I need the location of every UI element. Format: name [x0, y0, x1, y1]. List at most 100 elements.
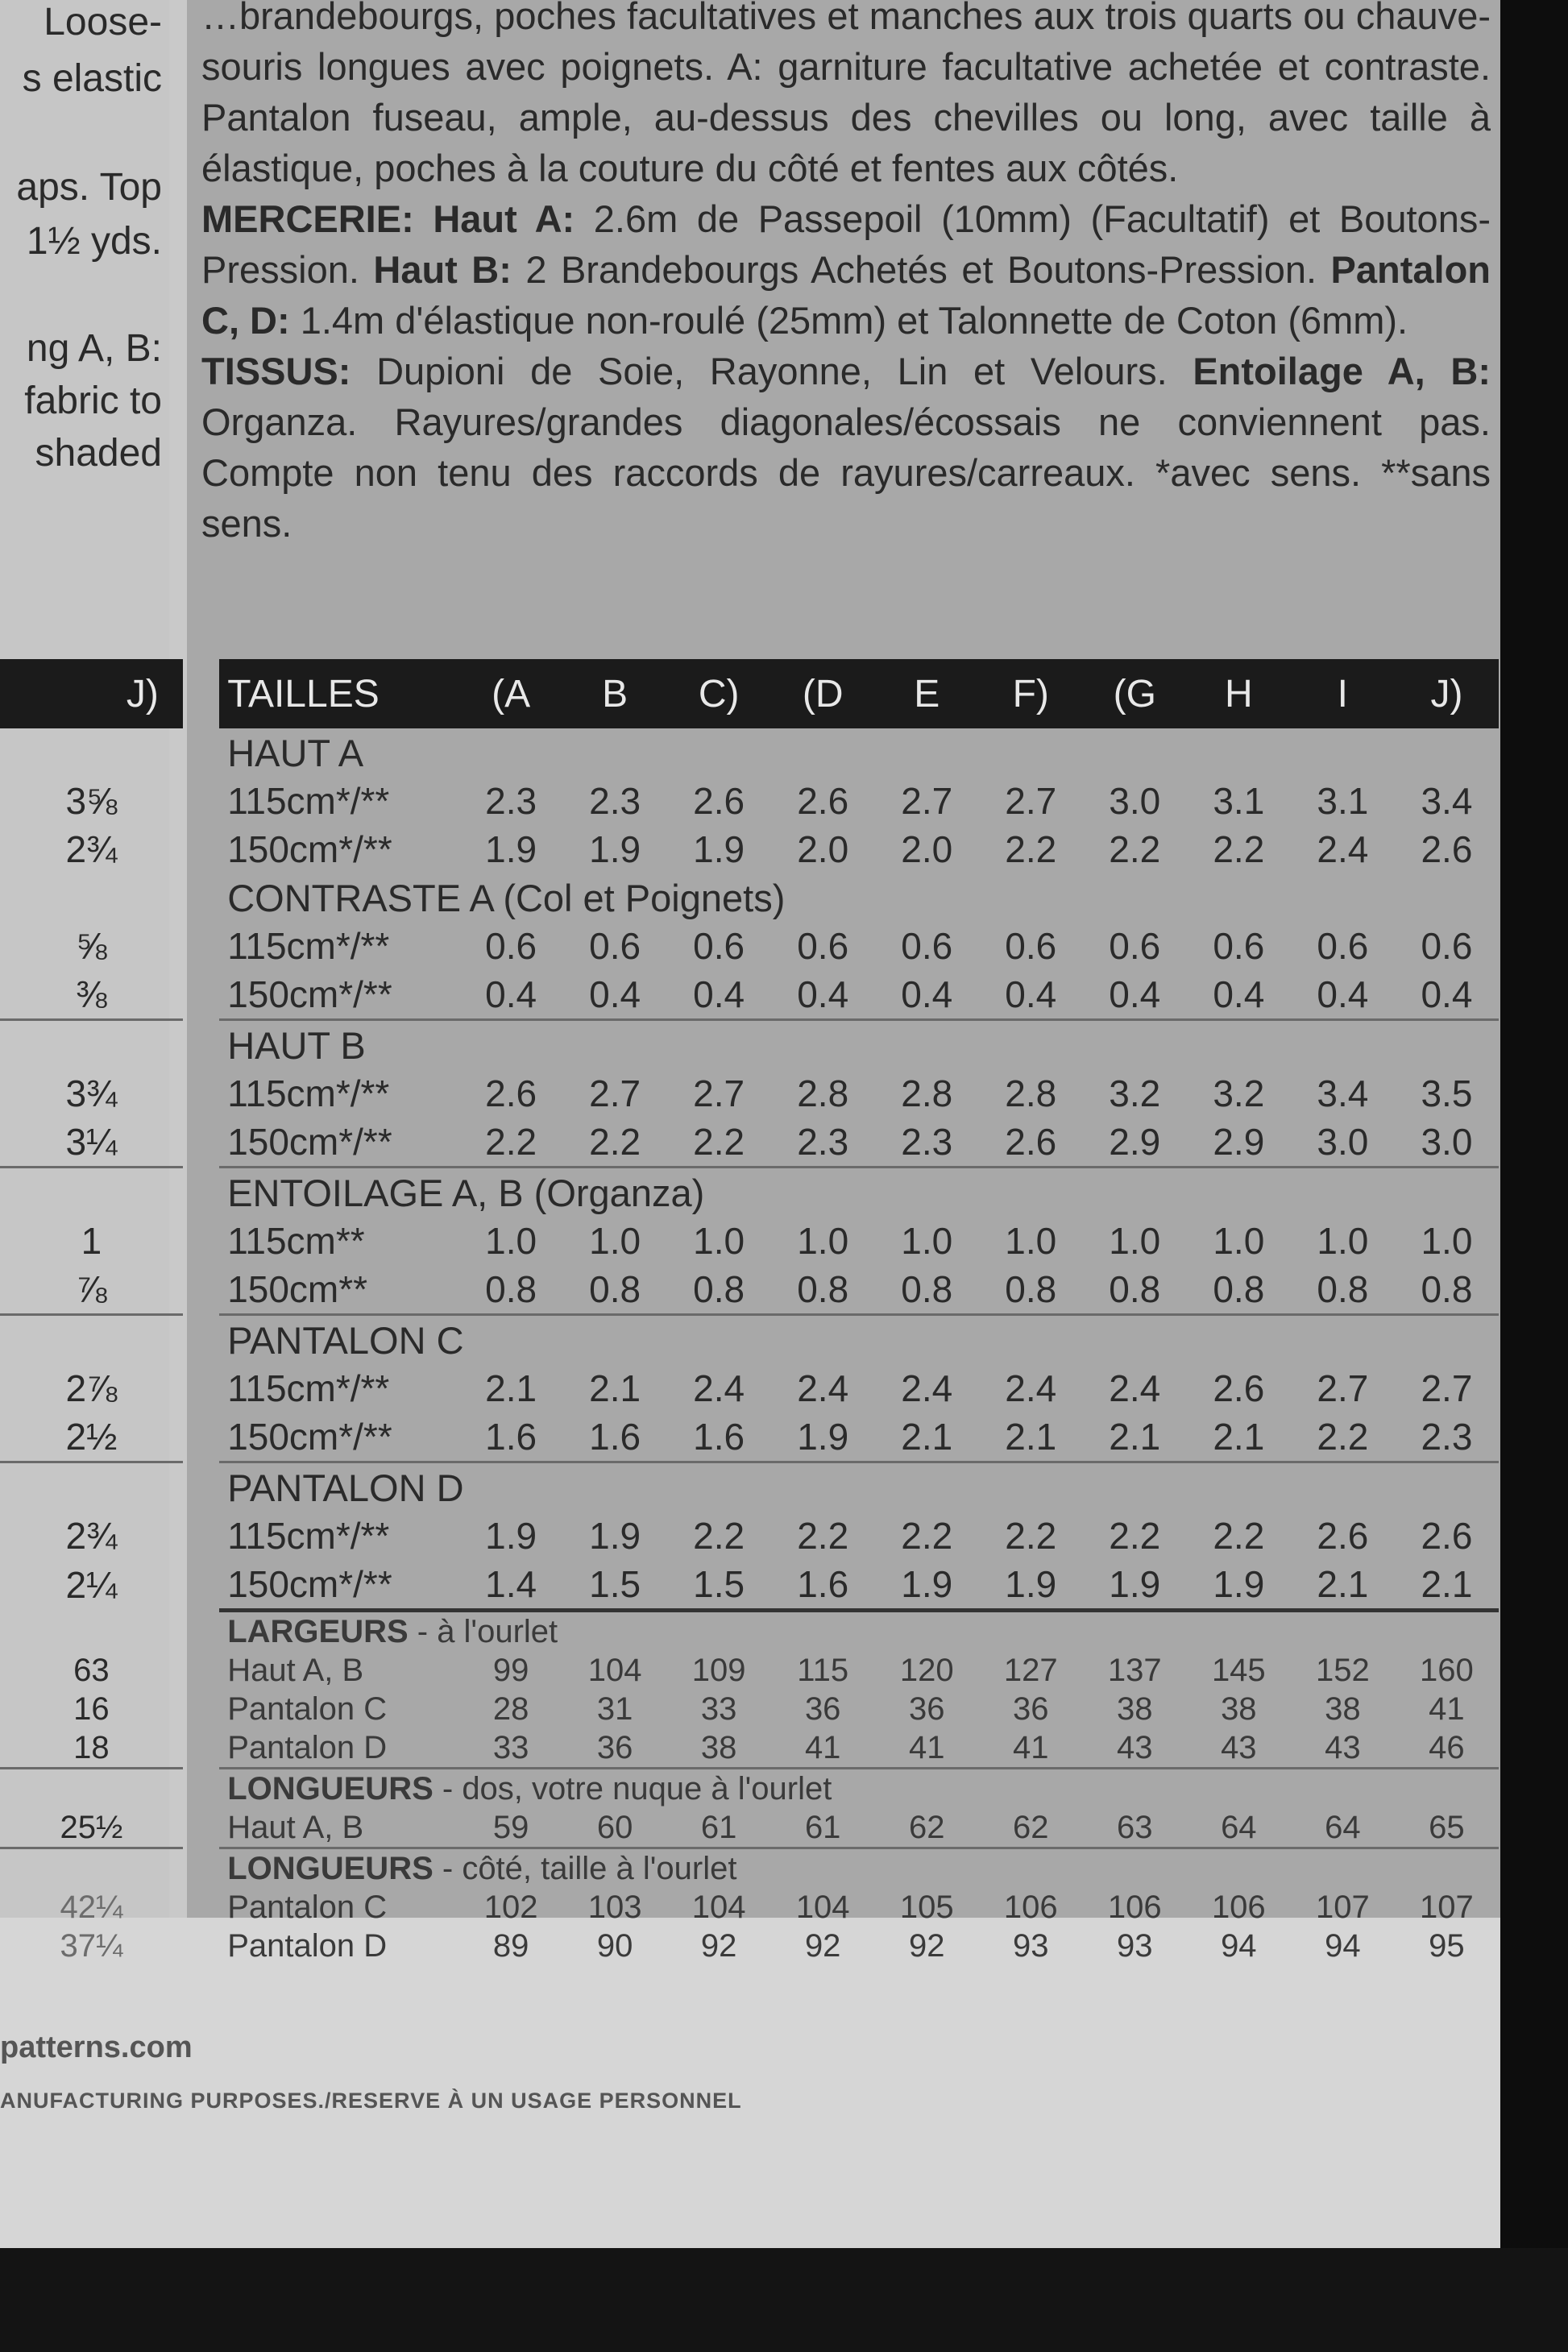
yardage-value: 62 [978, 1808, 1083, 1849]
table-row: 3⅝ 115cm*/** 2.3 2.3 2.6 2.6 2.7 2.7 3.0 3.1 3.1 3.… [0, 777, 1499, 825]
yardage-value: 0.4 [770, 970, 875, 1021]
table-row: 37¼ Pantalon D 89 90 92 92 92 93 93 94 94 95 [0, 1927, 1499, 1965]
header-sizes-label: TAILLES [219, 659, 459, 728]
bold-label: Entoilage A, B: [1193, 350, 1491, 392]
yardage-value: 106 [1107, 1889, 1162, 1925]
margin-line: Loose- [44, 1, 162, 44]
description-paragraph: MERCERIE: Haut A: 2.6m de Passepoil (10m… [201, 193, 1491, 346]
section-header-row: ENTOILAGE A, B (Organza) [0, 1168, 1499, 1217]
yardage-value: 64 [1290, 1808, 1395, 1849]
yardage-value: 0.4 [1394, 970, 1499, 1021]
gap [183, 1462, 219, 1512]
yardage-value: 61 [666, 1808, 771, 1849]
english-yardage: 18 [0, 1728, 183, 1769]
yardage-value: 1.4 [458, 1560, 563, 1612]
yardage-value: 2.4 [1109, 1367, 1161, 1409]
yardage-value: 2.8 [797, 1072, 849, 1114]
yardage-value: 104 [795, 1889, 850, 1925]
yardage-value: 1.9 [589, 1515, 641, 1557]
gap [183, 1069, 219, 1118]
yardage-value: 3.0 [1394, 1118, 1499, 1168]
gap [183, 1690, 219, 1728]
english-yardage: 2⅞ [65, 1367, 118, 1409]
yardage-value: 160 [1420, 1652, 1474, 1688]
gap [183, 777, 219, 825]
table-row: ⅜ 150cm*/** 0.4 0.4 0.4 0.4 0.4 0.4 0.4 0.4 0.4 0.4 [0, 970, 1499, 1021]
usage-notice: ANUFACTURING PURPOSES./RESERVE À UN USAG… [0, 2089, 742, 2113]
section-header-row: HAUT B [0, 1020, 1499, 1070]
yardage-value: 2.1 [485, 1367, 537, 1409]
section-header-row: LONGUEURS - côté, taille à l'ourlet [0, 1848, 1499, 1889]
gap [183, 1020, 219, 1070]
size-column-header: (A [458, 659, 563, 728]
yardage-value: 0.6 [1317, 925, 1369, 967]
table-row: 3¼ 150cm*/** 2.2 2.2 2.2 2.3 2.3 2.6 2.9 2.9 3.0 3.… [0, 1118, 1499, 1168]
table-row: 2¼ 150cm*/** 1.4 1.5 1.5 1.6 1.9 1.9 1.9 1.9 2.1 2.… [0, 1560, 1499, 1612]
yardage-value: 1.9 [1082, 1560, 1187, 1612]
yardage-value: 1.0 [901, 1220, 953, 1262]
yardage-value: 2.6 [693, 780, 745, 822]
yardage-value: 106 [1211, 1889, 1266, 1925]
fabric-width-label: Pantalon C [227, 1690, 388, 1727]
size-column-header: (D [770, 659, 875, 728]
yardage-value: 2.2 [1005, 828, 1057, 870]
yardage-value: 2.6 [978, 1118, 1083, 1168]
size-column-header: J) [1394, 659, 1499, 728]
section-header-row: LARGEURS - à l'ourlet [0, 1611, 1499, 1652]
yardage-value: 2.1 [1082, 1412, 1187, 1463]
yardage-value: 2.7 [589, 1072, 641, 1114]
yardage-value: 2.8 [1005, 1072, 1057, 1114]
yardage-value: 63 [1082, 1808, 1187, 1849]
yardage-value: 89 [492, 1927, 529, 1964]
section-subtitle: - côté, taille à l'ourlet [433, 1850, 737, 1886]
yardage-value: 104 [587, 1652, 642, 1688]
yardage-value: 0.4 [458, 970, 563, 1021]
fabric-width-label: 115cm** [227, 1220, 365, 1262]
english-yardage: 63 [73, 1652, 110, 1688]
yardage-value: 43 [1082, 1728, 1187, 1769]
yardage-value: 99 [492, 1652, 529, 1688]
yardage-value: 105 [899, 1889, 954, 1925]
text-run: 1.4m d'élastique non-roulé (25mm) et Tal… [289, 299, 1408, 342]
yardage-value: 41 [1429, 1690, 1465, 1727]
yardage-value: 0.6 [693, 925, 745, 967]
yardage-value: 2.0 [797, 828, 849, 870]
english-yardage: 16 [73, 1690, 110, 1727]
bold-label: TISSUS: [201, 350, 351, 392]
size-column-header: H [1186, 659, 1291, 728]
yardage-value: 3.1 [1317, 780, 1369, 822]
yardage-value: 2.6 [797, 780, 849, 822]
margin-line: shaded [35, 432, 162, 475]
yardage-value: 1.9 [874, 1560, 979, 1612]
yardage-value: 38 [1325, 1690, 1361, 1727]
yardage-value: 1.9 [978, 1560, 1083, 1612]
section-title-text: CONTRASTE A (Col et Poignets) [227, 876, 786, 919]
margin-line: s elastic [22, 57, 162, 100]
yardage-value: 152 [1315, 1652, 1370, 1688]
table-row: 2¾ 115cm*/** 1.9 1.9 2.2 2.2 2.2 2.2 2.2 2.2 2.6 2.… [0, 1512, 1499, 1560]
left-cell [0, 1168, 183, 1217]
yardage-value: 2.1 [589, 1367, 641, 1409]
section-title-text: PANTALON D [227, 1466, 464, 1509]
yardage-value: 36 [908, 1690, 945, 1727]
yardage-value: 0.4 [1082, 970, 1187, 1021]
gap [183, 1118, 219, 1168]
section-header-row: CONTRASTE A (Col et Poignets) [0, 873, 1499, 922]
table-row: 42¼ Pantalon C 102 103 104 104 105 106 106 106 107… [0, 1888, 1499, 1927]
fabric-width-label: Haut A, B [227, 1652, 364, 1688]
yardage-value: 36 [1013, 1690, 1049, 1727]
yardage-value: 1.0 [1109, 1220, 1161, 1262]
table-row: 1 115cm** 1.0 1.0 1.0 1.0 1.0 1.0 1.0 1.0 1.0 1.0 [0, 1217, 1499, 1265]
yardage-value: 94 [1221, 1927, 1257, 1964]
gap [183, 659, 219, 728]
fabric-width-label: Pantalon D [219, 1728, 459, 1769]
english-yardage: 2¾ [65, 828, 118, 870]
yardage-value: 2.2 [666, 1118, 771, 1168]
yardage-value: 92 [804, 1927, 841, 1964]
yardage-value: 1.5 [562, 1560, 667, 1612]
gap [183, 1512, 219, 1560]
yardage-value: 2.2 [1005, 1515, 1057, 1557]
yardage-value: 0.8 [458, 1265, 563, 1316]
yardage-value: 0.6 [1421, 925, 1473, 967]
yardage-value: 64 [1186, 1808, 1291, 1849]
